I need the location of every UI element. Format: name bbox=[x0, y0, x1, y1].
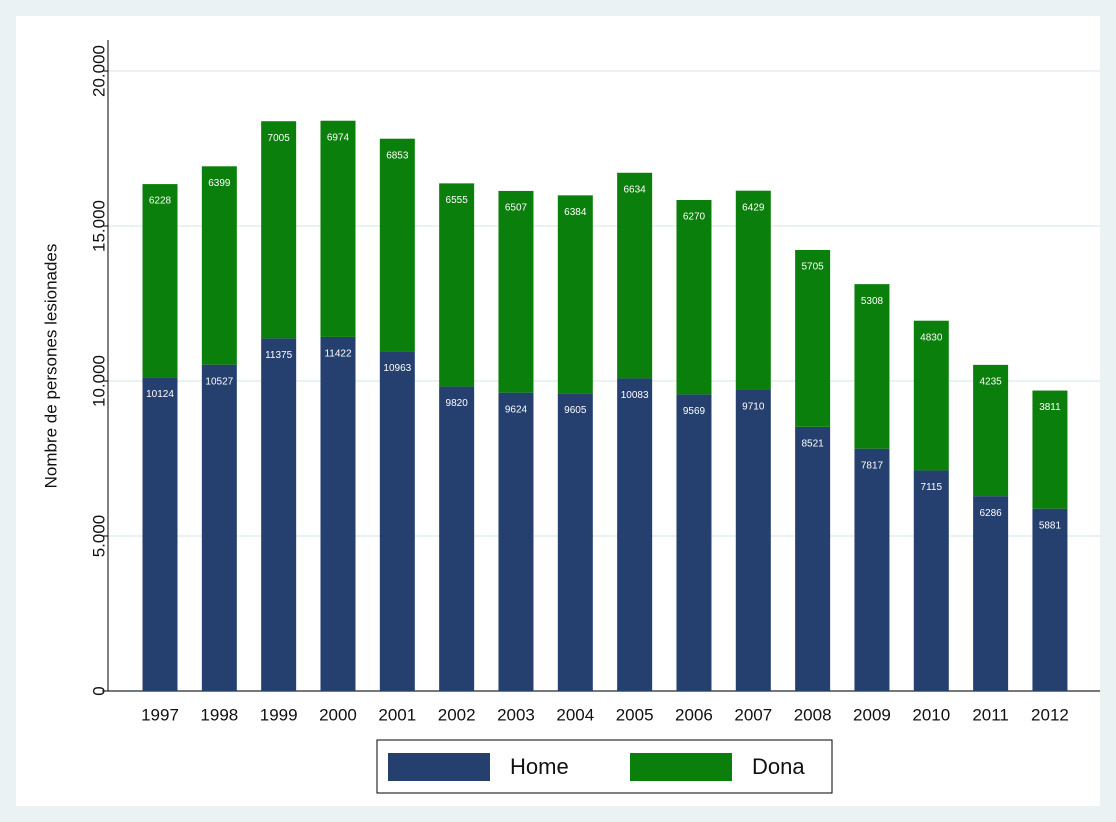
bar-segment bbox=[498, 392, 534, 691]
bar-segment bbox=[201, 166, 237, 365]
bar-segment bbox=[557, 195, 593, 394]
legend-swatch bbox=[630, 753, 732, 781]
bar-segment bbox=[617, 378, 653, 691]
bar-segment bbox=[735, 389, 771, 691]
value-label: 5705 bbox=[802, 262, 825, 273]
bar-segment bbox=[973, 496, 1009, 691]
bar-segment bbox=[1032, 390, 1068, 509]
bar-segment bbox=[142, 184, 178, 378]
bar-segment bbox=[261, 121, 297, 339]
bar-segment bbox=[617, 172, 653, 379]
value-label: 6974 bbox=[327, 132, 350, 143]
value-label: 6555 bbox=[446, 195, 469, 206]
bar-segment bbox=[676, 199, 712, 395]
x-tick-label: 2004 bbox=[556, 705, 594, 724]
x-tick-label: 2003 bbox=[497, 705, 535, 724]
value-label: 6853 bbox=[386, 150, 409, 161]
bar-segment bbox=[379, 351, 415, 691]
value-label: 7817 bbox=[861, 460, 884, 471]
y-tick-label: 20.000 bbox=[89, 45, 108, 97]
value-label: 5308 bbox=[861, 296, 884, 307]
value-label: 6270 bbox=[683, 212, 706, 223]
value-label: 5881 bbox=[1039, 520, 1062, 531]
x-tick-label: 2002 bbox=[438, 705, 476, 724]
x-tick-label: 2000 bbox=[319, 705, 357, 724]
y-tick-label: 10.000 bbox=[89, 355, 108, 407]
x-tick-label: 1999 bbox=[260, 705, 298, 724]
bar-segment bbox=[201, 364, 237, 691]
value-label: 3811 bbox=[1039, 402, 1061, 413]
bar-segment bbox=[142, 377, 178, 691]
bar-segment bbox=[498, 190, 534, 393]
x-tick-label: 1998 bbox=[200, 705, 238, 724]
value-label: 6384 bbox=[564, 207, 587, 218]
x-tick-label: 2011 bbox=[972, 705, 1009, 724]
x-tick-label: 2012 bbox=[1031, 705, 1069, 724]
value-label: 11375 bbox=[265, 350, 293, 361]
bar-segment bbox=[320, 120, 356, 337]
value-label: 7005 bbox=[268, 133, 291, 144]
x-tick-label: 2010 bbox=[912, 705, 950, 724]
value-label: 9710 bbox=[742, 402, 765, 413]
value-label: 6429 bbox=[742, 202, 765, 213]
bar-segment bbox=[1032, 508, 1068, 691]
value-label: 4830 bbox=[920, 332, 943, 343]
value-label: 10527 bbox=[205, 376, 233, 387]
bar-segment bbox=[913, 320, 949, 471]
legend-label: Home bbox=[510, 754, 569, 779]
x-tick-label: 2005 bbox=[616, 705, 654, 724]
value-label: 6399 bbox=[208, 178, 231, 189]
value-label: 6228 bbox=[149, 196, 172, 207]
y-tick-label: 0 bbox=[89, 686, 108, 695]
value-label: 6286 bbox=[979, 508, 1002, 519]
value-label: 8521 bbox=[802, 438, 825, 449]
x-tick-label: 1997 bbox=[141, 705, 179, 724]
value-label: 6507 bbox=[505, 203, 528, 214]
legend-swatch bbox=[388, 753, 490, 781]
value-label: 11422 bbox=[324, 349, 352, 360]
x-tick-label: 2006 bbox=[675, 705, 713, 724]
bar-segment bbox=[320, 336, 356, 691]
value-label: 9820 bbox=[446, 398, 469, 409]
value-label: 4235 bbox=[979, 376, 1002, 387]
bar-segment bbox=[795, 426, 831, 691]
bar-segment bbox=[379, 138, 415, 352]
bar-segment bbox=[854, 284, 890, 449]
y-axis-title: Nombre de persones lesionades bbox=[41, 244, 60, 489]
x-tick-label: 2008 bbox=[794, 705, 832, 724]
bar-segment bbox=[854, 448, 890, 691]
value-label: 7115 bbox=[921, 482, 943, 493]
value-label: 9569 bbox=[683, 406, 706, 417]
value-label: 10124 bbox=[146, 389, 174, 400]
bar-segment bbox=[735, 190, 771, 390]
value-label: 6634 bbox=[624, 184, 647, 195]
bar-segment bbox=[557, 393, 593, 691]
value-label: 9605 bbox=[564, 405, 587, 416]
legend-label: Dona bbox=[752, 754, 805, 779]
bar-segment bbox=[913, 470, 949, 691]
bar-segment bbox=[676, 394, 712, 691]
x-tick-label: 2007 bbox=[734, 705, 772, 724]
value-label: 9624 bbox=[505, 404, 528, 415]
bar-segment bbox=[439, 386, 475, 691]
y-tick-label: 5.000 bbox=[89, 515, 108, 558]
x-tick-label: 2009 bbox=[853, 705, 891, 724]
bar-segment bbox=[795, 249, 831, 427]
bar-segment bbox=[261, 338, 297, 691]
value-label: 10963 bbox=[383, 363, 411, 374]
bar-segment bbox=[973, 364, 1009, 497]
bar-segment bbox=[439, 183, 475, 387]
y-tick-label: 15.000 bbox=[89, 200, 108, 252]
x-tick-label: 2001 bbox=[378, 705, 416, 724]
value-label: 10083 bbox=[621, 390, 649, 401]
